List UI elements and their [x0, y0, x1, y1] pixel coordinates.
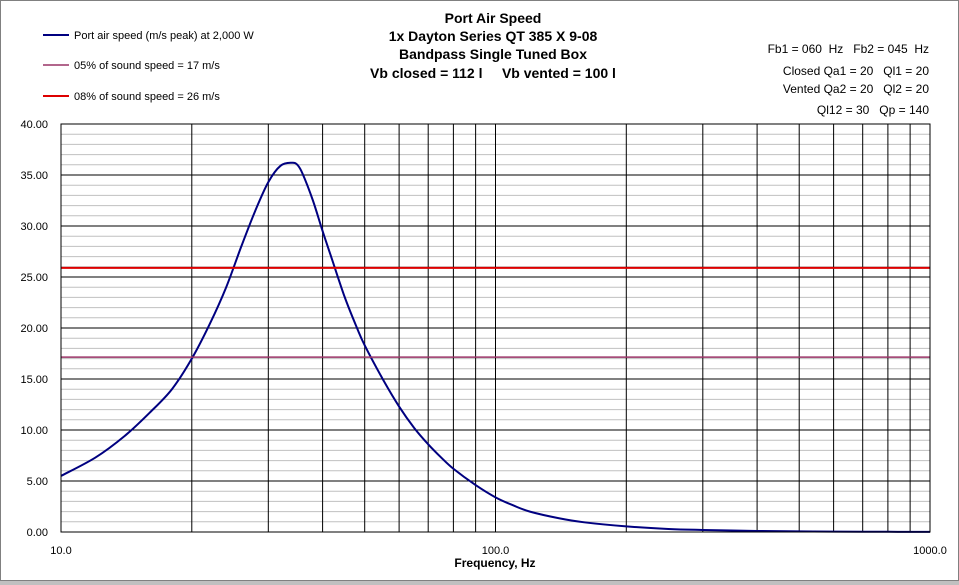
- param-closed: Closed Qa1 = 20 Ql1 = 20: [783, 64, 929, 78]
- y-tick-label: 20.00: [20, 323, 48, 335]
- x-tick-labels: 10.0 100.0 1000.0: [50, 545, 947, 557]
- x-tick-label: 1000.0: [913, 545, 947, 557]
- legend-label-airspeed: Port air speed (m/s peak) at 2,000 W: [74, 30, 254, 42]
- y-tick-label: 15.00: [20, 374, 48, 386]
- x-tick-label: 100.0: [482, 545, 510, 557]
- title-line-4: Vb closed = 112 l Vb vented = 100 l: [370, 65, 616, 81]
- plot-frame: [60, 123, 931, 533]
- y-tick-labels: 0.00 5.00 10.00 15.00 20.00 25.00 30.00 35.00 40…: [20, 119, 48, 539]
- y-tick-label: 10.00: [20, 425, 48, 437]
- box-parameters: Fb1 = 060 Hz Fb2 = 045 Hz Closed Qa1 = 2…: [768, 42, 930, 117]
- chart-title: Port Air Speed 1x Dayton Series QT 385 X…: [370, 10, 616, 81]
- major-grid: [61, 124, 930, 532]
- legend-label-8pct: 08% of sound speed = 26 m/s: [74, 91, 220, 103]
- y-tick-label: 5.00: [27, 476, 48, 488]
- y-tick-label: 0.00: [27, 527, 48, 539]
- legend-label-5pct: 05% of sound speed = 17 m/s: [74, 60, 220, 72]
- y-tick-label: 35.00: [20, 170, 48, 182]
- param-vented: Vented Qa2 = 20 Ql2 = 20: [783, 82, 929, 96]
- y-tick-label: 30.00: [20, 221, 48, 233]
- series-line-airspeed: [60, 161, 931, 533]
- title-line-1: Port Air Speed: [445, 10, 542, 26]
- title-line-3: Bandpass Single Tuned Box: [399, 46, 587, 62]
- y-tick-label: 25.00: [20, 272, 48, 284]
- param-ql12: Ql12 = 30 Qp = 140: [817, 103, 929, 117]
- y-tick-label: 40.00: [20, 119, 48, 131]
- title-line-2: 1x Dayton Series QT 385 X 9-08: [389, 28, 598, 44]
- legend: Port air speed (m/s peak) at 2,000 W 05%…: [43, 30, 254, 103]
- x-axis-label: Frequency, Hz: [454, 556, 535, 570]
- series-layer: [60, 161, 931, 533]
- x-tick-label: 10.0: [50, 545, 71, 557]
- param-fb: Fb1 = 060 Hz Fb2 = 045 Hz: [768, 42, 929, 56]
